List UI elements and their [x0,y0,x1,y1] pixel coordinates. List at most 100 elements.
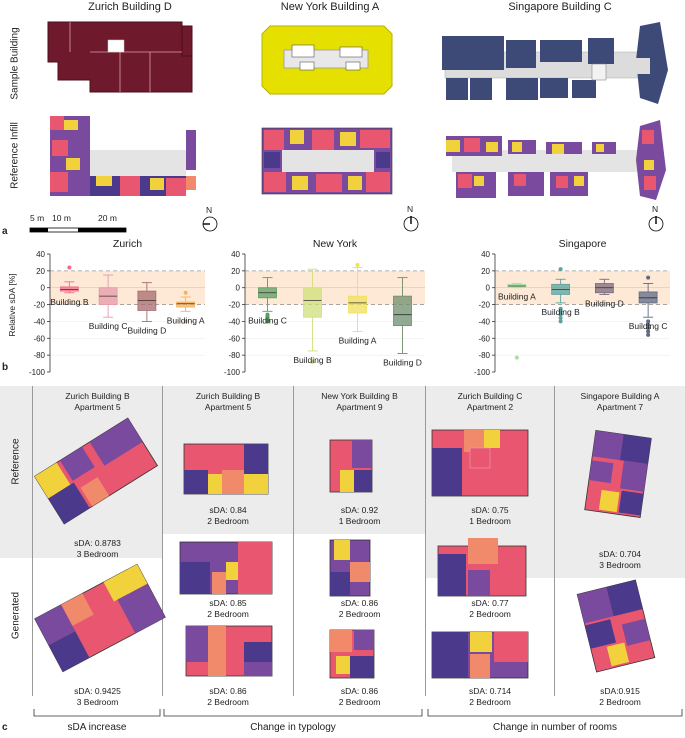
plan-c5-reference [584,430,652,518]
scale-label-10m: 10 m [52,213,71,223]
box-label: Building A [498,292,536,302]
box-label: Building B [541,307,580,317]
zurich-d-sample-plan [47,21,193,93]
outlier-point [67,265,72,270]
outlier-point [646,319,651,324]
box-label: Building B [50,297,89,307]
caption-c3-reference: sDA: 0.92 1 Bedroom [338,505,381,526]
bottom-label-rooms: Change in number of rooms [493,722,617,733]
y-tick-label: -60 [478,334,490,343]
outlier-point [558,316,563,321]
box-iqr [303,287,322,318]
y-tick-label: -100 [29,368,46,376]
col-title-4: Zurich Building C Apartment 2 [457,391,523,412]
plan-c3-generated-2 [329,629,375,679]
outlier-point [646,275,651,280]
new-york-a-sample-plan [261,25,393,95]
outlier-point [514,355,519,360]
plan-c3-reference [329,439,373,493]
box-building-d: Building D [128,282,167,335]
caption-c2-generated-2: sDA: 0.86 2 Bedroom [207,686,249,707]
panel-a-col-title-1: Zurich Building D [88,1,172,13]
col-title-3: New York Building B Apartment 9 [321,391,398,412]
north-arrow-new-york [403,216,419,232]
y-tick-label: 20 [481,267,490,276]
box-building-a: Building A [167,290,205,325]
new-york-a-reference-infill [261,127,393,195]
col-separator-1 [162,386,163,696]
plan-c2-generated-2 [185,625,273,677]
box-label: Building A [167,315,205,325]
chart-title: Singapore [559,238,607,250]
y-tick-label: 40 [481,250,490,259]
plan-c3-generated-1 [329,539,371,597]
box-label: Building C [248,315,287,325]
plan-c2-reference [183,443,269,495]
box-iqr [137,290,157,311]
scale-bar [29,227,127,233]
north-arrow-singapore [648,216,664,232]
scale-label-5m: 5 m [30,213,45,223]
singapore-c-sample-plan [442,22,668,104]
panel-c-floorplans [33,417,656,679]
outlier-point [183,290,188,295]
box-building-b: Building B [293,268,332,365]
outlier-point [183,319,188,324]
bottom-label-typology: Change in typology [250,722,336,733]
caption-c5-generated: sDA:0.915 2 Bedroom [599,686,641,707]
y-tick-label: -40 [33,317,45,326]
col-separator-4 [554,386,555,696]
col-separator-3 [425,386,426,696]
panel-a-col-title-2: New York Building A [280,1,380,13]
y-tick-label: -60 [33,334,45,343]
box-iqr [348,295,367,314]
plan-c4-reference [431,429,529,497]
col-title-5: Singapore Building A Apartment 7 [580,391,660,412]
box-building-a: Building A [498,283,536,360]
box-iqr [594,283,614,294]
y-tick-label: -100 [474,368,491,376]
box-label: Building C [629,321,668,331]
box-building-c: Building C [248,277,287,325]
boxplot-singapore: 40 20 0 -20 -40 -60 -80 -100 Singapore Building A… [474,238,670,376]
caption-c5-reference: sDA: 0.704 3 Bedroom [598,549,642,570]
outlier-point [355,262,360,267]
panel-c-label: c [2,722,8,733]
caption-c1-generated: sDA: 0.9425 3 Bedroom [74,686,121,707]
y-tick-label: -80 [478,351,490,360]
col-title-2: Zurich Building B Apartment 5 [195,391,261,412]
box-building-b: Building B [541,267,580,324]
box-iqr [59,286,79,292]
box-label: Building D [128,325,167,335]
panel-a-floorplans [29,21,668,233]
y-tick-label: 0 [41,284,46,293]
y-tick-label: 0 [486,284,491,293]
box-building-c: Building C [629,275,668,337]
outlier-point [558,309,563,314]
caption-c4-reference: sDA: 0.75 1 Bedroom [469,505,511,526]
plan-c1-reference [33,417,159,525]
box-label: Building D [383,357,422,367]
chart-title: New York [313,238,358,250]
plan-c4-generated-1 [437,538,527,597]
y-tick-label: -80 [228,351,240,360]
plan-c5-generated [576,579,656,673]
caption-c4-generated-1: sDA: 0.77 2 Bedroom [469,598,511,619]
box-iqr [507,283,527,288]
north-label-zurich: N [206,205,213,215]
y-tick-label: 20 [231,267,240,276]
bottom-brackets [33,709,683,717]
caption-c3-generated-2: sDA: 0.86 2 Bedroom [338,686,381,707]
box-iqr [176,301,196,308]
caption-c2-reference: sDA: 0.84 2 Bedroom [207,505,249,526]
caption-c2-generated-1: sDA: 0.85 2 Bedroom [207,598,249,619]
caption-c1-reference: sDA: 0.8783 3 Bedroom [74,538,121,559]
box-building-a: Building A [339,262,377,346]
outlier-point [558,319,563,324]
chart-title: Zurich [113,238,142,250]
bottom-label-sda-increase: sDA increase [67,722,127,733]
outlier-point [646,329,651,334]
box-label: Building C [89,321,128,331]
singapore-c-reference-infill [446,120,666,200]
y-tick-label: 40 [231,250,240,259]
